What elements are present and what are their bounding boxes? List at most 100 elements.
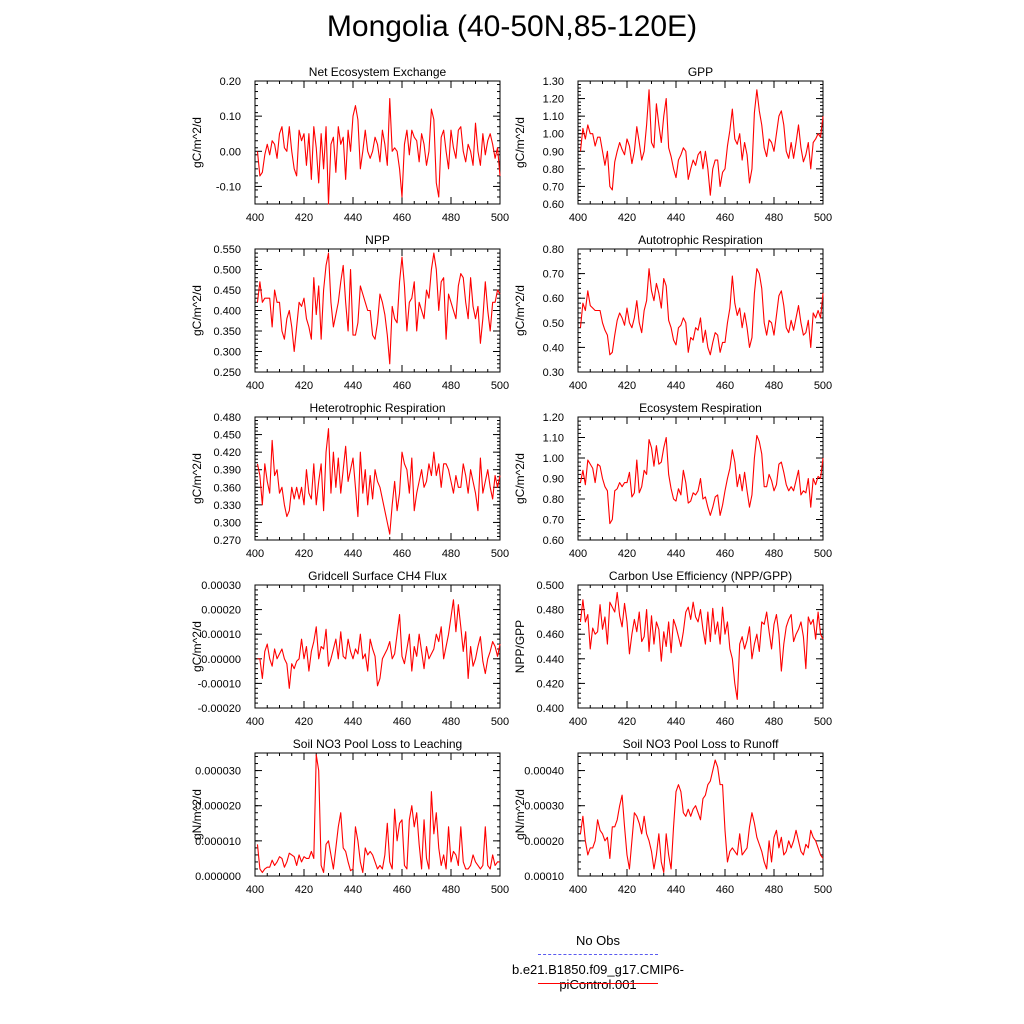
y-tick-label: 1.30: [543, 76, 564, 88]
x-tick-label: 500: [814, 212, 832, 224]
y-tick-label: 0.10: [220, 111, 241, 123]
series-line: [257, 599, 501, 689]
chart-title: NPP: [365, 233, 390, 247]
chart-gpp: GPP gC/m^2/d 400 420 440 460 480 500 0.60 0.70 0.8…: [513, 65, 832, 224]
x-tick-label: 400: [569, 716, 587, 728]
x-tick-label: 500: [491, 716, 509, 728]
y-tick-label: 0.30: [543, 367, 564, 379]
x-tick-label: 400: [246, 380, 264, 392]
y-tick-label: 0.00020: [201, 605, 241, 617]
y-tick-label: 0.70: [543, 269, 564, 281]
x-tick-label: 500: [814, 548, 832, 560]
chart-title: Autotrophic Respiration: [638, 233, 763, 247]
x-tick-label: 460: [716, 212, 734, 224]
x-tick-label: 460: [716, 380, 734, 392]
y-tick-label: 0.80: [543, 164, 564, 176]
y-tick-label: 0.300: [213, 347, 241, 359]
x-tick-label: 480: [442, 380, 460, 392]
x-tick-label: 440: [667, 716, 685, 728]
series-line: [579, 591, 824, 700]
y-tick-label: 0.00030: [524, 801, 564, 813]
x-tick-label: 420: [618, 548, 636, 560]
x-tick-label: 500: [814, 380, 832, 392]
chart-net-ecosystem-exchange: Net Ecosystem Exchange gC/m^2/d 400 420 440 4…: [190, 65, 509, 224]
chart-title: Heterotrophic Respiration: [309, 401, 445, 415]
y-axis-label: NPP/GPP: [513, 620, 527, 673]
y-tick-label: 0.80: [543, 244, 564, 256]
y-axis-label: gN/m^2/d: [190, 789, 204, 840]
series-line: [256, 428, 501, 535]
y-axis-label: gC/m^2/d: [513, 117, 527, 168]
plot-frame: [577, 248, 824, 373]
y-tick-label: 1.20: [543, 412, 564, 424]
y-tick-label: 0.000020: [195, 801, 241, 813]
series-line: [579, 89, 824, 196]
y-tick-label: 1.00: [543, 453, 564, 465]
x-tick-label: 460: [393, 884, 411, 896]
y-tick-label: 0.250: [213, 367, 241, 379]
y-tick-label: 0.70: [543, 181, 564, 193]
x-tick-label: 400: [246, 716, 264, 728]
y-axis-label: gC/m^2/d: [190, 453, 204, 504]
legend-line-model-run: [538, 983, 658, 984]
y-tick-label: 1.20: [543, 94, 564, 106]
plot-frame: [254, 80, 501, 205]
chart-carbon-use-efficiency-npp-gpp: Carbon Use Efficiency (NPP/GPP) NPP/GPP 40…: [513, 569, 832, 728]
x-tick-label: 400: [246, 884, 264, 896]
x-tick-label: 460: [393, 716, 411, 728]
y-tick-label: 0.000010: [195, 836, 241, 848]
y-tick-label: 0.330: [213, 500, 241, 512]
x-tick-label: 440: [344, 716, 362, 728]
y-tick-label: 0.450: [213, 430, 241, 442]
y-tick-label: 0.90: [543, 474, 564, 486]
x-tick-label: 460: [716, 548, 734, 560]
chart-heterotrophic-respiration: Heterotrophic Respiration gC/m^2/d 400 420 4…: [190, 401, 509, 560]
x-tick-label: 500: [814, 716, 832, 728]
series-line: [579, 268, 824, 356]
y-tick-label: 0.00000: [201, 654, 241, 666]
x-tick-label: 460: [393, 380, 411, 392]
y-tick-label: 0.90: [543, 146, 564, 158]
y-tick-label: 1.10: [543, 111, 564, 123]
chart-soil-no3-pool-loss-to-runoff: Soil NO3 Pool Loss to Runoff gN/m^2/d 400 4…: [513, 737, 832, 896]
y-tick-label: 0.450: [213, 285, 241, 297]
x-tick-label: 480: [442, 548, 460, 560]
x-tick-label: 480: [765, 716, 783, 728]
x-tick-label: 420: [295, 212, 313, 224]
y-tick-label: 0.400: [213, 306, 241, 318]
plot-frame: [577, 80, 824, 205]
x-tick-label: 500: [491, 884, 509, 896]
x-tick-label: 420: [618, 212, 636, 224]
x-tick-label: 460: [393, 548, 411, 560]
y-tick-label: 0.00: [220, 146, 241, 158]
chart-ecosystem-respiration: Ecosystem Respiration gC/m^2/d 400 420 440 46…: [513, 401, 832, 560]
y-tick-label: 0.00030: [201, 580, 241, 592]
x-tick-label: 420: [618, 716, 636, 728]
x-tick-label: 460: [393, 212, 411, 224]
x-tick-label: 420: [618, 380, 636, 392]
x-tick-label: 440: [667, 212, 685, 224]
y-tick-label: 0.400: [536, 703, 564, 715]
legend-label-no-obs: No Obs: [575, 933, 621, 948]
chart-soil-no3-pool-loss-to-leaching: Soil NO3 Pool Loss to Leaching gN/m^2/d 40…: [190, 737, 509, 896]
y-axis-label: gN/m^2/d: [513, 789, 527, 840]
y-tick-label: 1.00: [543, 129, 564, 141]
x-tick-label: 400: [569, 212, 587, 224]
chart-title: Net Ecosystem Exchange: [309, 65, 447, 79]
chart-title: Ecosystem Respiration: [639, 401, 762, 415]
y-tick-label: 0.40: [543, 342, 564, 354]
y-tick-label: 0.480: [536, 605, 564, 617]
plot-frame: [254, 248, 501, 373]
x-tick-label: 480: [765, 884, 783, 896]
x-tick-label: 460: [716, 884, 734, 896]
y-tick-label: 0.500: [536, 580, 564, 592]
y-tick-label: -0.00010: [198, 678, 241, 690]
y-tick-label: 0.460: [536, 629, 564, 641]
page-title: Mongolia (40-50N,85-120E): [326, 10, 698, 43]
y-tick-label: 0.60: [543, 293, 564, 305]
y-axis-label: gC/m^2/d: [190, 285, 204, 336]
chart-npp: NPP gC/m^2/d 400 420 440 460 480 500 0.250 0.300 0…: [190, 233, 509, 392]
y-tick-label: 0.500: [213, 265, 241, 277]
y-tick-label: 0.550: [213, 244, 241, 256]
y-tick-label: 0.80: [543, 494, 564, 506]
